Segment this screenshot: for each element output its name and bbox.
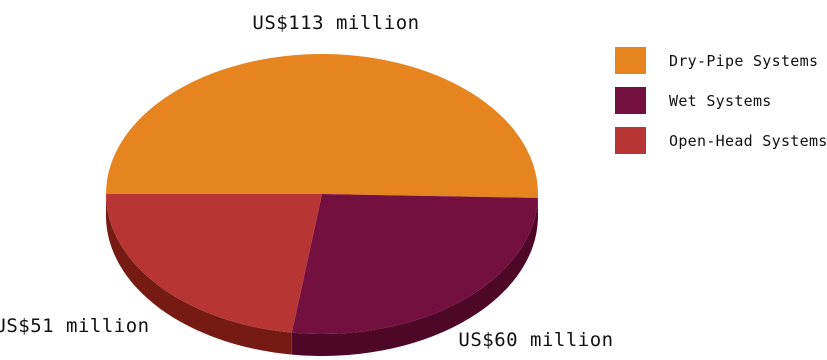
legend-swatch-wet xyxy=(615,87,646,114)
pie-side-wet xyxy=(291,197,538,356)
legend-swatch-open-head xyxy=(615,127,646,154)
legend-label-wet: Wet Systems xyxy=(669,92,772,110)
data-label-open-head: US$51 million xyxy=(0,315,150,337)
pie-slice-dry-pipe xyxy=(106,54,538,198)
pie-side-open-head xyxy=(106,194,292,355)
data-label-wet: US$60 million xyxy=(458,329,613,351)
pie-top xyxy=(106,54,538,335)
data-label-dry-pipe: US$113 million xyxy=(252,12,419,34)
legend-label-open-head: Open-Head Systems xyxy=(669,132,827,150)
pie-slice-open-head xyxy=(106,194,322,333)
legend: Dry-Pipe Systems Wet Systems Open-Head S… xyxy=(615,47,827,154)
pie-slice-wet xyxy=(291,194,538,335)
pie-sides xyxy=(106,194,538,356)
legend-swatch-dry-pipe xyxy=(615,47,646,74)
legend-label-dry-pipe: Dry-Pipe Systems xyxy=(669,52,818,70)
